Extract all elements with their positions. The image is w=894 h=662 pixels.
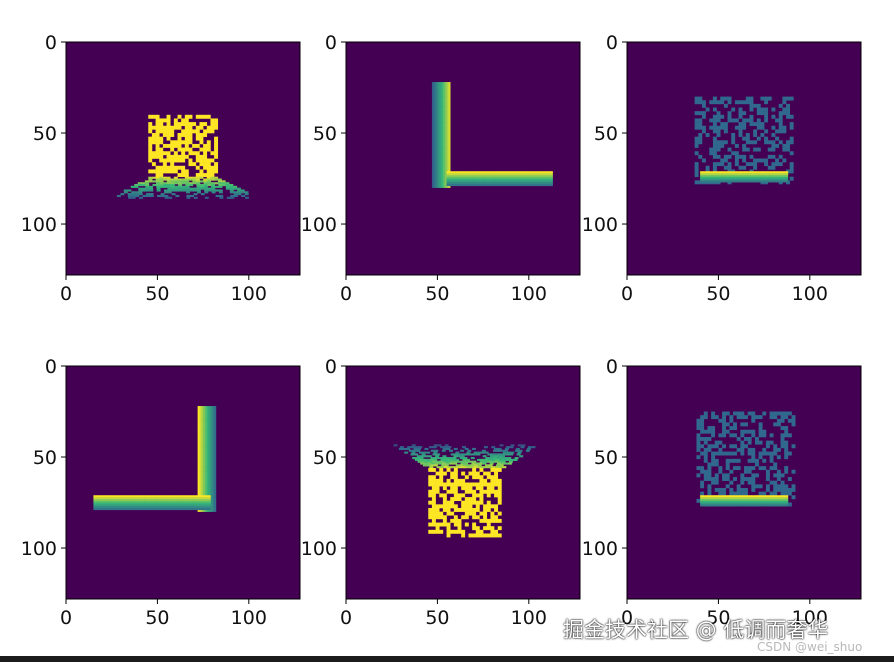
subplot-1: 0 50 100 0 50 100 — [21, 32, 301, 305]
x-tick-label: 0 — [621, 607, 633, 629]
y-tick-label: 50 — [33, 447, 57, 469]
subplot-4: 0 50 100 0 50 100 — [21, 356, 301, 629]
heatmap-shape-horizontal-gradient-bar — [93, 495, 211, 511]
x-tick-label: 100 — [511, 283, 547, 305]
axes-frame — [65, 41, 301, 276]
y-tick-label: 100 — [21, 538, 57, 560]
y-tick-label: 50 — [313, 447, 337, 469]
heatmap-shape-horizontal-gradient-bar — [700, 171, 789, 183]
y-tick-label: 50 — [594, 123, 618, 145]
y-tick-label: 0 — [45, 32, 57, 54]
heatmap-shape-noise-rect — [428, 467, 502, 538]
x-tick-label: 100 — [231, 607, 267, 629]
x-tick-label: 100 — [511, 607, 547, 629]
y-tick-label: 50 — [594, 447, 618, 469]
x-tick-label: 0 — [340, 283, 352, 305]
x-tick-label: 50 — [145, 607, 169, 629]
axes-frame — [626, 365, 862, 600]
heatmap-shape-trapezoid-gradient — [116, 176, 249, 199]
x-tick-label: 0 — [621, 283, 633, 305]
y-tick-label: 0 — [606, 32, 618, 54]
heatmap-shape-noise-rect — [148, 114, 219, 178]
x-tick-label: 100 — [792, 283, 828, 305]
y-tick-label: 0 — [325, 356, 337, 378]
y-tick-label: 50 — [313, 123, 337, 145]
y-tick-label: 100 — [301, 214, 337, 236]
subplot-2: 0 50 100 0 50 100 — [301, 32, 581, 305]
x-tick-label: 50 — [706, 283, 730, 305]
x-tick-label: 50 — [706, 607, 730, 629]
y-tick-label: 100 — [582, 214, 618, 236]
x-tick-label: 0 — [60, 283, 72, 305]
heatmap-background — [66, 366, 300, 599]
subplot-6: 0 50 100 0 50 100 — [582, 356, 862, 629]
y-tick-label: 0 — [45, 356, 57, 378]
x-tick-label: 50 — [425, 283, 449, 305]
x-tick-label: 0 — [340, 607, 352, 629]
y-tick-label: 50 — [33, 123, 57, 145]
heatmap-shape-vertical-gradient-bar — [197, 406, 217, 512]
heatmap-background — [346, 42, 580, 275]
x-tick-label: 50 — [145, 283, 169, 305]
x-tick-label: 0 — [60, 607, 72, 629]
heatmap-shape-horizontal-gradient-bar — [446, 171, 553, 187]
y-tick-label: 100 — [582, 538, 618, 560]
x-tick-label: 100 — [792, 607, 828, 629]
y-tick-label: 0 — [606, 356, 618, 378]
y-tick-label: 100 — [21, 214, 57, 236]
y-tick-label: 100 — [301, 538, 337, 560]
axes-frame — [626, 41, 862, 276]
y-tick-label: 0 — [325, 32, 337, 54]
axes-frame — [345, 41, 581, 276]
subplot-3: 0 50 100 0 50 100 — [582, 32, 862, 305]
heatmap-shape-trapezoid-gradient — [393, 444, 536, 469]
watermark-csdn: CSDN @wei_shuo — [757, 640, 863, 654]
axes-frame — [65, 365, 301, 600]
bottom-edge-strip — [0, 656, 894, 662]
axes-frame — [345, 365, 581, 600]
x-tick-label: 100 — [231, 283, 267, 305]
heatmap-shape-horizontal-gradient-bar — [700, 495, 789, 507]
x-tick-label: 50 — [425, 607, 449, 629]
watermark-juejin: 掘金技术社区 @ 低调而奢华 — [563, 618, 829, 642]
subplot-5: 0 50 100 0 50 100 — [301, 356, 581, 629]
